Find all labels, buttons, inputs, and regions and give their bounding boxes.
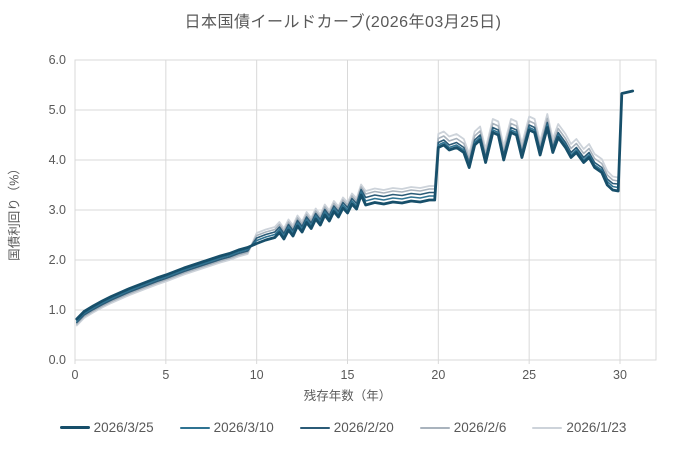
legend-marker-icon	[532, 426, 563, 429]
chart-title: 日本国債イールドカーブ(2026年03月25日)	[184, 14, 502, 31]
x-tick-label: 20	[431, 368, 445, 382]
legend-item-2026-3-25: 2026/3/25	[59, 420, 154, 435]
plot-border	[74, 59, 657, 361]
x-tick-label: 15	[341, 368, 355, 382]
x-tick-label: 0	[72, 368, 79, 382]
legend: 2026/3/25 2026/3/10 2026/2/20 2026/2/6 2026/…	[0, 420, 686, 435]
legend-marker-icon	[419, 426, 450, 429]
x-tick-label: 5	[162, 368, 169, 382]
y-tick-label: 5.0	[49, 103, 66, 117]
legend-label: 2026/3/10	[213, 420, 274, 435]
legend-item-2026-3-10: 2026/3/10	[179, 420, 274, 435]
legend-label: 2026/2/20	[333, 420, 394, 435]
y-tick-label: 6.0	[49, 53, 66, 67]
y-tick-label: 3.0	[49, 203, 66, 217]
legend-marker-icon	[179, 426, 210, 429]
y-tick-label: 2.0	[49, 253, 66, 267]
legend-label: 2026/3/25	[93, 420, 154, 435]
y-tick-label: 1.0	[49, 303, 66, 317]
legend-item-2026-2-6: 2026/2/6	[419, 420, 507, 435]
legend-label: 2026/1/23	[566, 420, 627, 435]
legend-marker-icon	[59, 426, 90, 429]
y-tick-label: 0.0	[49, 353, 66, 367]
y-axis-title: 国債利回り（%）	[7, 162, 22, 261]
x-axis-title: 残存年数（年）	[303, 389, 392, 403]
x-tick-label: 25	[522, 368, 536, 382]
x-tick-label: 10	[250, 368, 264, 382]
y-tick-label: 4.0	[49, 153, 66, 167]
legend-marker-icon	[299, 426, 330, 429]
x-tick-label: 30	[613, 368, 627, 382]
legend-item-2026-2-20: 2026/2/20	[299, 420, 394, 435]
series-line-2026-3-25	[75, 89, 635, 321]
legend-label: 2026/2/6	[453, 420, 507, 435]
legend-item-2026-1-23: 2026/1/23	[532, 420, 626, 435]
